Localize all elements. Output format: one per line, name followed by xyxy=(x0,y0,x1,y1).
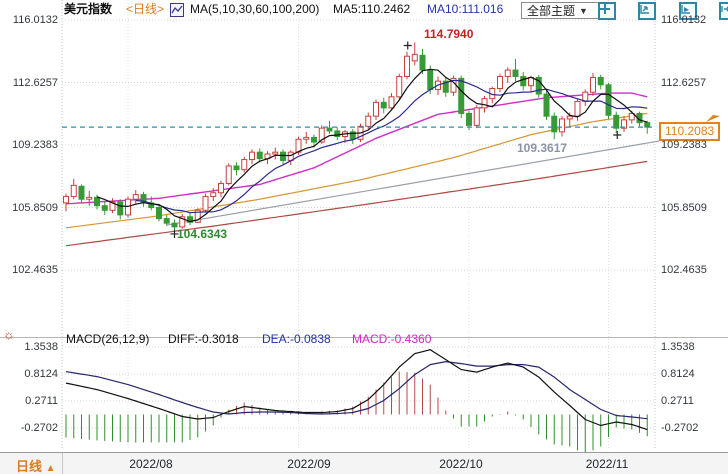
macd-dea-value: DEA:-0.0838 xyxy=(262,332,331,346)
axis-tick-label: 116.0132 xyxy=(12,14,58,26)
time-axis-bar: 日线 ▲ 2022/08 2022/09 2022/10 2022/11 xyxy=(0,452,728,474)
axis-tick-label: 0.2711 xyxy=(25,395,58,407)
axis-tick-label: 109.2383 xyxy=(661,139,707,151)
axis-tick-label: 109.2383 xyxy=(12,139,58,151)
axis-tick-label: 0.2711 xyxy=(661,395,694,407)
period-selector-label: 日线 xyxy=(16,459,43,474)
trendline-annotation: 109.3617 xyxy=(517,141,568,155)
macd-name-label: MACD(26,12,9) xyxy=(66,332,150,346)
period-tag: <日线> xyxy=(126,2,165,16)
date-label: 2022/09 xyxy=(287,457,331,471)
theme-dropdown-label: 全部主题 xyxy=(527,4,576,18)
axis-tick-label: 112.6257 xyxy=(661,76,707,89)
axis-tick-label: 105.8509 xyxy=(661,201,707,214)
axis-tick-label: 102.4635 xyxy=(12,264,58,276)
axis-fit-icon[interactable] xyxy=(638,2,657,20)
axis-tick-label: -0.2702 xyxy=(20,422,58,434)
ma-group-label: MA(5,10,30,60,100,200) xyxy=(190,2,320,16)
instrument-title: 美元指数 xyxy=(64,2,113,16)
ma5-value: MA5:110.2462 xyxy=(333,2,411,16)
axis-separator xyxy=(62,453,63,474)
triangle-up-icon: ▲ xyxy=(45,463,56,474)
macd-diff-value: DIFF:-0.3018 xyxy=(168,332,239,346)
axis-tick-label: 105.8509 xyxy=(12,201,58,214)
date-label: 2022/11 xyxy=(585,457,629,471)
axis-tick-label: 1.3538 xyxy=(24,341,58,353)
high-annotation: 114.7940 xyxy=(424,27,474,41)
axis-tick-label: 116.0132 xyxy=(661,14,707,26)
axis-tick-label: 112.6257 xyxy=(12,76,58,89)
ma10-value: MA10:111.016 xyxy=(427,2,504,16)
axis-tick-label: 1.3538 xyxy=(661,341,695,353)
period-selector[interactable]: 日线 ▲ xyxy=(16,456,56,474)
theme-dropdown[interactable]: 全部主题 ▼ xyxy=(521,2,605,19)
current-price-box: 110.2083 xyxy=(659,122,721,141)
crosshair-icon[interactable] xyxy=(598,2,616,20)
axis-tick-label: 102.4635 xyxy=(661,264,707,276)
date-label: 2022/08 xyxy=(129,457,173,471)
axis-tick-label: 0.8124 xyxy=(661,368,695,380)
axis-scale-icon[interactable] xyxy=(678,2,697,20)
low-annotation: 104.6343 xyxy=(177,227,228,241)
axis-tick-label: -0.2702 xyxy=(661,422,699,434)
macd-macd-value: MACD:-0.4360 xyxy=(352,332,432,346)
indicator-settings-icon[interactable]: ☼ xyxy=(3,327,15,342)
pan-right-icon[interactable] xyxy=(719,2,728,20)
price-arrow-icon xyxy=(706,115,720,122)
chart-type-icon[interactable] xyxy=(170,3,184,17)
date-label: 2022/10 xyxy=(439,457,483,471)
axis-tick-label: 0.8124 xyxy=(24,368,58,380)
chevron-down-icon: ▼ xyxy=(579,5,588,16)
